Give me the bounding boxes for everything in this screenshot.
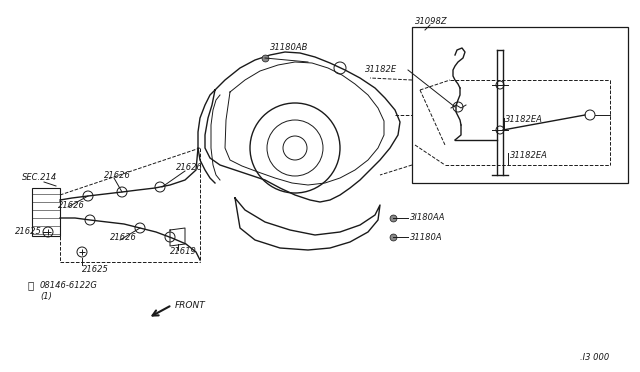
Bar xyxy=(412,27,628,183)
Text: SEC.214: SEC.214 xyxy=(22,173,57,183)
Text: 31182EA: 31182EA xyxy=(510,151,548,160)
Text: 31182EA: 31182EA xyxy=(505,115,543,125)
Text: 31180AB: 31180AB xyxy=(270,44,308,52)
Text: Ⓑ: Ⓑ xyxy=(28,280,35,290)
Text: 31180A: 31180A xyxy=(410,232,443,241)
Bar xyxy=(32,188,60,236)
Text: 21626: 21626 xyxy=(104,170,131,180)
Text: 31182E: 31182E xyxy=(365,65,397,74)
Text: 31098Z: 31098Z xyxy=(415,17,447,26)
Text: FRONT: FRONT xyxy=(175,301,205,310)
Text: .I3 000: .I3 000 xyxy=(580,353,609,362)
Text: 21619: 21619 xyxy=(170,247,197,257)
Text: 21626: 21626 xyxy=(110,234,137,243)
Text: 08146-6122G: 08146-6122G xyxy=(40,280,98,289)
Text: 21626: 21626 xyxy=(176,164,203,173)
Text: 21625: 21625 xyxy=(15,228,42,237)
Text: 21626: 21626 xyxy=(58,201,85,209)
Text: 21625: 21625 xyxy=(82,266,109,275)
Text: 3I180AA: 3I180AA xyxy=(410,214,445,222)
Text: (1): (1) xyxy=(40,292,52,301)
